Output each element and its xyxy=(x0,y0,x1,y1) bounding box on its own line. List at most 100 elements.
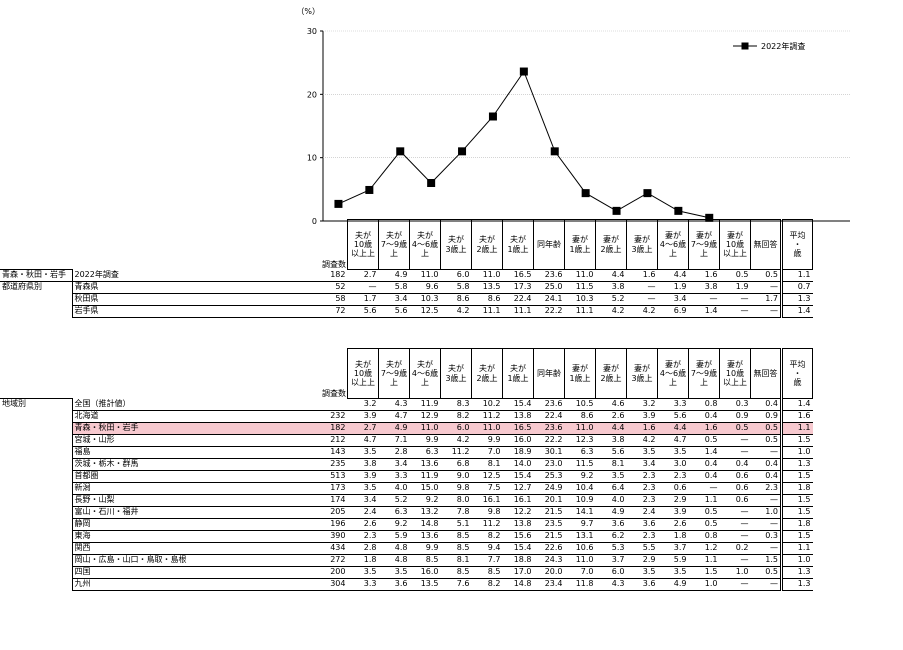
row-label: 岡山・広島・山口・鳥取・島根 xyxy=(71,554,320,567)
value-cell: 2.6 xyxy=(595,410,627,423)
count-value: 173 xyxy=(320,482,348,495)
value-cell: 0.4 xyxy=(688,470,720,483)
table-row: 北海道 232 3.9 4.7 12.9 8.2 11.2 13.8 22.4 8.6 2.6 3.9… xyxy=(0,410,813,423)
column-header: 夫が 3歳上 xyxy=(440,348,472,399)
value-cell: 1.6 xyxy=(626,269,658,282)
value-cell: 7.6 xyxy=(440,578,472,591)
value-cell: 5.9 xyxy=(657,554,689,567)
spacer-cell xyxy=(72,349,150,399)
column-header: 同年齢 xyxy=(533,219,565,270)
group-label: 都道府県別 xyxy=(0,281,72,294)
row-label: 北海道 xyxy=(71,410,320,423)
table-row: 岡山・広島・山口・鳥取・島根 272 1.8 4.8 8.5 8.1 7.7 18.8 24.3… xyxy=(0,554,813,567)
value-cell: 0.8 xyxy=(688,398,720,411)
value-cell: 1.4 xyxy=(780,398,813,411)
count-value: 196 xyxy=(320,518,348,531)
value-cell: 1.4 xyxy=(688,446,720,459)
row-label: 宮城・山形 xyxy=(71,434,320,447)
value-cell: 2.6 xyxy=(347,518,379,531)
value-cell: 3.8 xyxy=(595,434,627,447)
value-cell: 3.2 xyxy=(626,398,658,411)
row-label: 関西 xyxy=(71,542,320,555)
value-cell: 12.5 xyxy=(409,305,441,318)
value-cell: 3.9 xyxy=(347,470,379,483)
column-header: 夫が 4～6歳上 xyxy=(409,348,441,399)
value-cell: 30.1 xyxy=(533,446,565,459)
count-value: 513 xyxy=(320,470,348,483)
table-region: 調査数 夫が 10歳 以上上 夫が 7～9歳上夫が 4～6歳上夫が 3歳上 夫が 2歳上 夫が 1歳上… xyxy=(0,348,813,591)
value-cell: 21.5 xyxy=(533,506,565,519)
row-label: 全国（推計値） xyxy=(71,398,320,411)
count-value: 272 xyxy=(320,554,348,567)
value-cell: 0.5 xyxy=(688,434,720,447)
value-cell: 11.0 xyxy=(471,422,503,435)
spacer-cell xyxy=(0,220,72,270)
value-cell: 6.0 xyxy=(440,269,472,282)
value-cell: 3.5 xyxy=(347,482,379,495)
value-cell: 22.6 xyxy=(533,542,565,555)
value-cell: 10.5 xyxy=(564,398,596,411)
value-cell: 25.3 xyxy=(533,470,565,483)
value-cell: 13.5 xyxy=(471,281,503,294)
value-cell: 3.2 xyxy=(347,398,379,411)
count-value: 174 xyxy=(320,494,348,507)
value-cell: 10.2 xyxy=(471,398,503,411)
value-cell: 3.9 xyxy=(347,410,379,423)
count-value: 232 xyxy=(320,410,348,423)
value-cell: 0.5 xyxy=(750,566,782,579)
spacer-cell xyxy=(0,349,72,399)
table-row: 四国 200 3.5 3.5 16.0 8.5 8.5 17.0 20.0 7.0 6.0 3.5 3.… xyxy=(0,566,813,579)
value-cell: 11.2 xyxy=(471,410,503,423)
value-cell: 2.3 xyxy=(750,482,782,495)
value-cell: 4.4 xyxy=(595,269,627,282)
value-cell: 4.2 xyxy=(440,305,472,318)
value-cell: 10.3 xyxy=(409,293,441,306)
value-cell: 18.9 xyxy=(502,446,534,459)
value-cell: 1.1 xyxy=(688,494,720,507)
count-value: 304 xyxy=(320,578,348,591)
column-header: 妻が 4～6歳上 xyxy=(657,219,689,270)
value-cell: 2.6 xyxy=(657,518,689,531)
value-cell: 12.9 xyxy=(409,410,441,423)
value-cell: 7.0 xyxy=(564,566,596,579)
value-cell: — xyxy=(688,293,720,306)
data-point xyxy=(365,185,374,194)
value-cell: 1.2 xyxy=(688,542,720,555)
table-row: 地域別 全国（推計値） 3.2 4.3 11.9 8.3 10.2 15.4 23.6 10.5 4… xyxy=(0,398,813,411)
value-cell: 2.8 xyxy=(378,446,410,459)
value-cell: 13.2 xyxy=(409,506,441,519)
y-tick-label: 30 xyxy=(307,27,317,36)
value-cell: 0.4 xyxy=(688,458,720,471)
count-value: 58 xyxy=(320,293,348,306)
value-cell: 13.5 xyxy=(409,578,441,591)
column-header: 夫が 2歳上 xyxy=(471,348,503,399)
table-row: 青森・秋田・岩手 182 2.7 4.9 11.0 6.0 11.0 16.5 23.6 11.0… xyxy=(0,422,813,435)
row-label: 四国 xyxy=(71,566,320,579)
value-cell: 0.6 xyxy=(719,494,751,507)
value-cell: 5.3 xyxy=(595,542,627,555)
value-cell: 24.3 xyxy=(533,554,565,567)
value-cell: 9.7 xyxy=(564,518,596,531)
value-cell: 16.0 xyxy=(409,566,441,579)
value-cell: 4.3 xyxy=(595,578,627,591)
value-cell: 14.1 xyxy=(564,506,596,519)
data-point xyxy=(705,213,714,222)
value-cell: 22.4 xyxy=(533,410,565,423)
value-cell: 11.0 xyxy=(564,269,596,282)
value-cell: 1.5 xyxy=(688,566,720,579)
value-cell: 2.3 xyxy=(626,530,658,543)
value-cell: 6.2 xyxy=(595,530,627,543)
value-cell: 6.3 xyxy=(409,446,441,459)
spacer-cell xyxy=(150,349,320,399)
table-row: 九州 304 3.3 3.6 13.5 7.6 8.2 14.8 23.4 11.8 4.3 3.6 4… xyxy=(0,578,813,591)
group-label xyxy=(0,306,72,318)
value-cell: 4.8 xyxy=(378,554,410,567)
value-cell: 9.2 xyxy=(564,470,596,483)
table-row: 新潟 173 3.5 4.0 15.0 9.8 7.5 12.7 24.9 10.4 6.4 2.3 0… xyxy=(0,482,813,495)
legend-label: 2022年調査 xyxy=(761,41,805,51)
value-cell: — xyxy=(719,554,751,567)
value-cell: 11.8 xyxy=(564,578,596,591)
column-header: 夫が 10歳 以上上 xyxy=(347,348,379,399)
column-header: 夫が 10歳 以上上 xyxy=(347,219,379,270)
count-value: 182 xyxy=(320,269,348,282)
